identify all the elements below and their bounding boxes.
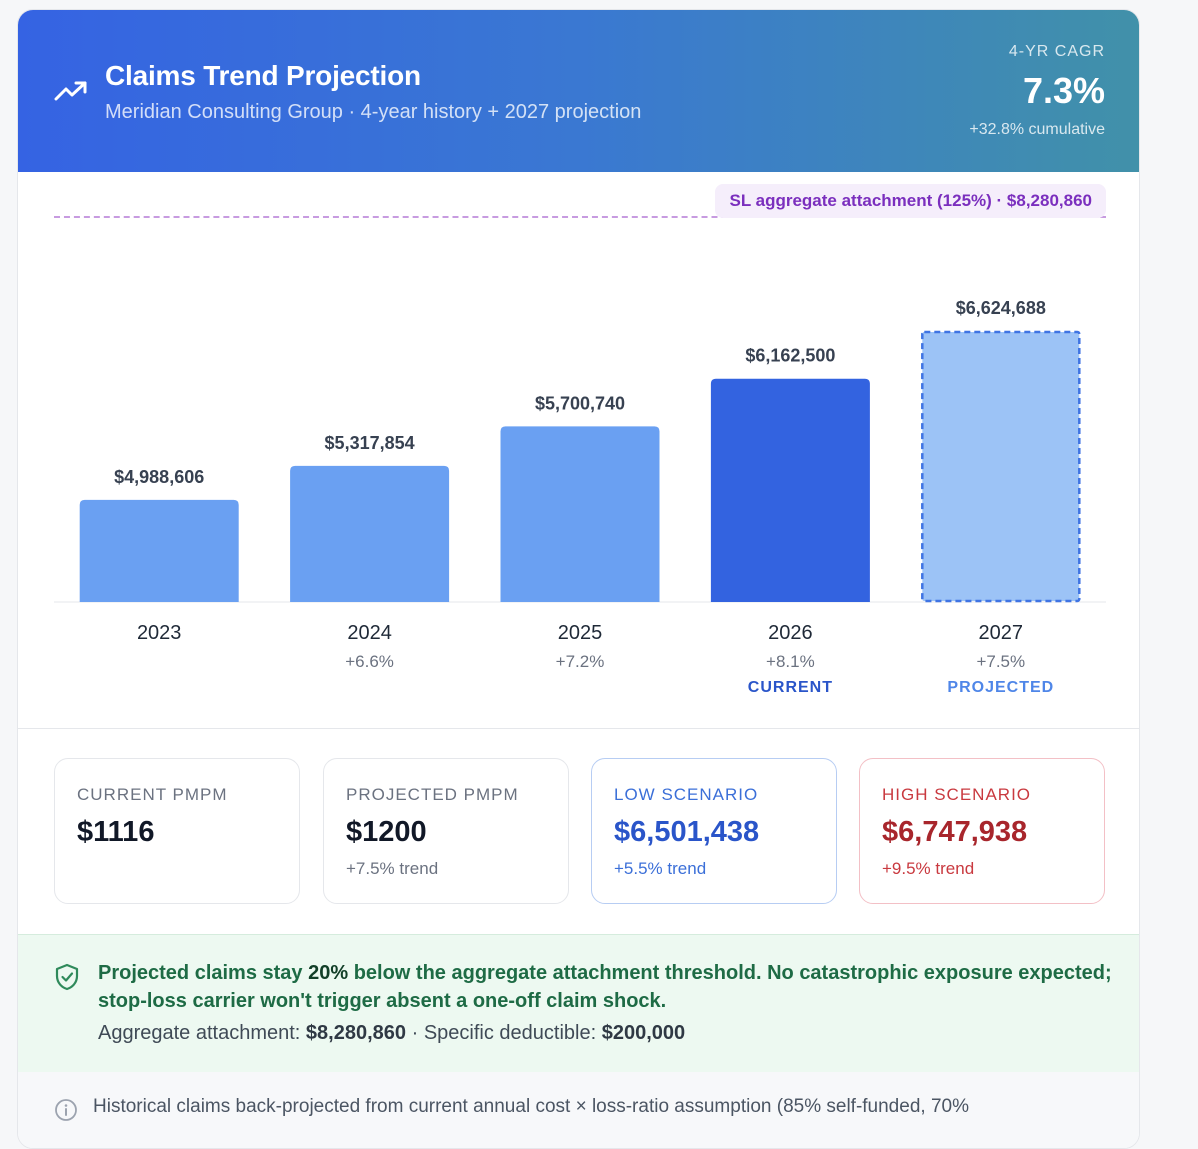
separator: ·	[406, 1022, 424, 1044]
tile-label: LOW SCENARIO	[614, 785, 759, 804]
bar-chart: SL aggregate attachment (125%) · $8,280,…	[18, 172, 1139, 728]
bar-value-label: $6,624,688	[956, 298, 1046, 318]
note-sub-text: Aggregate attachment: $8,280,860 · Speci…	[98, 1022, 685, 1045]
cagr-value: 7.3%	[1022, 70, 1105, 111]
bar-value-label: $5,317,854	[325, 433, 415, 453]
trending-up-icon	[54, 81, 87, 101]
page-title: Claims Trend Projection	[105, 60, 421, 91]
growth-label: +8.1%	[766, 652, 815, 671]
tile-value: $1200	[346, 816, 427, 848]
note-text-pre: Projected claims stay	[98, 962, 309, 984]
deductible-value: $200,000	[601, 1022, 686, 1044]
divider	[18, 728, 1139, 729]
attach-label: Aggregate attachment:	[98, 1022, 306, 1044]
x-tick-label: 2023	[137, 622, 182, 644]
x-tick-label: 2025	[558, 622, 603, 644]
growth-label: +7.5%	[976, 652, 1025, 671]
attachment-label: SL aggregate attachment (125%) · $8,280,…	[715, 184, 1106, 218]
tile-projected-pmpm: PROJECTED PMPM $1200 +7.5% trend	[323, 758, 569, 904]
attachment-reference-line	[54, 216, 1106, 218]
status-label: CURRENT	[748, 679, 833, 696]
bar-projected	[921, 330, 1081, 603]
status-label: PROJECTED	[947, 679, 1054, 696]
growth-label: +6.6%	[345, 652, 394, 671]
card-header: Claims Trend Projection Meridian Consult…	[18, 10, 1139, 172]
tile-high-scenario: HIGH SCENARIO $6,747,938 +9.5% trend	[859, 758, 1105, 904]
tile-low-scenario: LOW SCENARIO $6,501,438 +5.5% trend	[591, 758, 837, 904]
attach-value: $8,280,860	[305, 1022, 407, 1044]
shield-check-icon	[55, 963, 79, 991]
deductible-label: Specific deductible:	[423, 1022, 602, 1044]
info-icon	[55, 1099, 77, 1121]
note-percent: 20%	[308, 962, 349, 984]
note-text-post: below the aggregate attachment threshold…	[98, 962, 1112, 1012]
tile-current-pmpm: CURRENT PMPM $1116	[54, 758, 300, 904]
tile-trend: +5.5% trend	[614, 859, 707, 878]
tile-trend: +9.5% trend	[882, 859, 975, 878]
x-tick-label: 2026	[768, 622, 813, 644]
x-tick-label: 2027	[979, 622, 1024, 644]
bar-value-label: $6,162,500	[745, 346, 835, 366]
tile-label: HIGH SCENARIO	[882, 785, 1032, 804]
bar	[290, 465, 450, 602]
exposure-note: Projected claims stay 20% below the aggr…	[18, 934, 1139, 1074]
tile-value: $6,501,438	[614, 816, 760, 848]
bar-value-label: $4,988,606	[114, 467, 204, 487]
footer-text: Historical claims back-projected from cu…	[93, 1096, 969, 1117]
bar	[500, 426, 660, 602]
page-subtitle: Meridian Consulting Group · 4-year histo…	[105, 101, 642, 123]
metric-tiles: CURRENT PMPM $1116 PROJECTED PMPM $1200 …	[54, 758, 1106, 904]
cagr-label: 4-YR CAGR	[1008, 43, 1105, 60]
bar	[79, 499, 239, 602]
tile-value: $1116	[77, 816, 155, 848]
growth-label: +7.2%	[556, 652, 605, 671]
tile-label: CURRENT PMPM	[77, 785, 228, 804]
claims-trend-card: Claims Trend Projection Meridian Consult…	[17, 9, 1140, 1149]
x-tick-label: 2024	[347, 622, 392, 644]
bar-value-label: $5,700,740	[535, 393, 625, 413]
cagr-cumulative: +32.8% cumulative	[969, 121, 1105, 138]
tile-value: $6,747,938	[882, 816, 1028, 848]
bar-current	[710, 378, 870, 602]
note-main-text: Projected claims stay 20% below the aggr…	[98, 959, 1118, 1015]
tile-trend: +7.5% trend	[346, 859, 439, 878]
methodology-footer: Historical claims back-projected from cu…	[18, 1072, 1139, 1148]
bars-svg: $4,988,606 2023 $5,317,854 2024 +6.6% $5,700,…	[54, 298, 1106, 696]
tile-label: PROJECTED PMPM	[346, 785, 519, 804]
